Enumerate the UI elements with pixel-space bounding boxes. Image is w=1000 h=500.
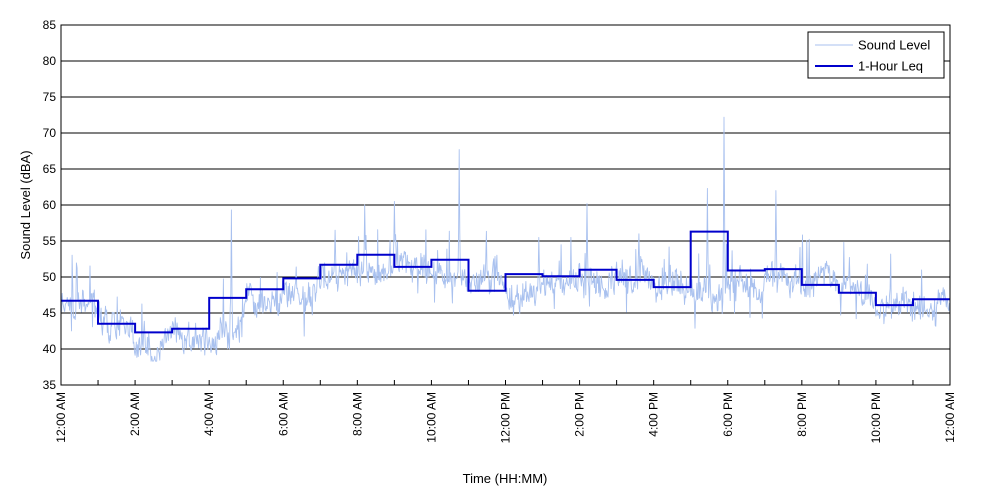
hourly-leq-series	[61, 230, 950, 334]
y-tick-label: 50	[43, 270, 57, 284]
legend: Sound Level 1-Hour Leq	[807, 31, 945, 79]
y-tick-label: 35	[43, 378, 57, 392]
x-axis-ticks: 12:00 AM 2:00 AM 4:00 AM 6:00 AM 8:00 AM 10:0…	[54, 380, 957, 443]
x-tick-label: 8:00 PM	[795, 392, 809, 437]
x-tick-label: 12:00 PM	[499, 392, 513, 443]
x-tick-label: 2:00 PM	[573, 392, 587, 437]
x-tick-label: 4:00 AM	[202, 392, 216, 436]
x-tick-label: 4:00 PM	[647, 392, 661, 437]
x-tick-label: 12:00 AM	[54, 392, 68, 443]
x-tick-label: 6:00 AM	[276, 392, 290, 436]
y-tick-label: 45	[43, 306, 57, 320]
hourly-leq-line	[61, 230, 950, 334]
x-tick-label: 2:00 AM	[128, 392, 142, 436]
y-tick-label: 85	[43, 18, 57, 32]
y-tick-label: 40	[43, 342, 57, 356]
x-tick-label: 6:00 PM	[721, 392, 735, 437]
x-tick-label: 12:00 AM	[943, 392, 957, 443]
legend-box	[807, 31, 945, 79]
x-tick-label: 8:00 AM	[350, 392, 364, 436]
y-tick-label: 55	[43, 234, 57, 248]
legend-label-leq: 1-Hour Leq	[858, 59, 923, 74]
y-tick-label: 60	[43, 198, 57, 212]
x-tick-label: 10:00 PM	[869, 392, 883, 443]
y-tick-label: 75	[43, 90, 57, 104]
y-axis-label: Sound Level (dBA)	[18, 150, 33, 259]
y-tick-label: 65	[43, 162, 57, 176]
y-tick-label: 70	[43, 126, 57, 140]
y-axis-ticks: 35 40 45 50 55 60 65 70 75 80 85	[43, 18, 57, 392]
x-tick-label: 10:00 AM	[424, 392, 438, 443]
x-axis-label: Time (HH:MM)	[463, 471, 548, 486]
legend-label-sound-level: Sound Level	[858, 38, 930, 53]
y-tick-label: 80	[43, 54, 57, 68]
